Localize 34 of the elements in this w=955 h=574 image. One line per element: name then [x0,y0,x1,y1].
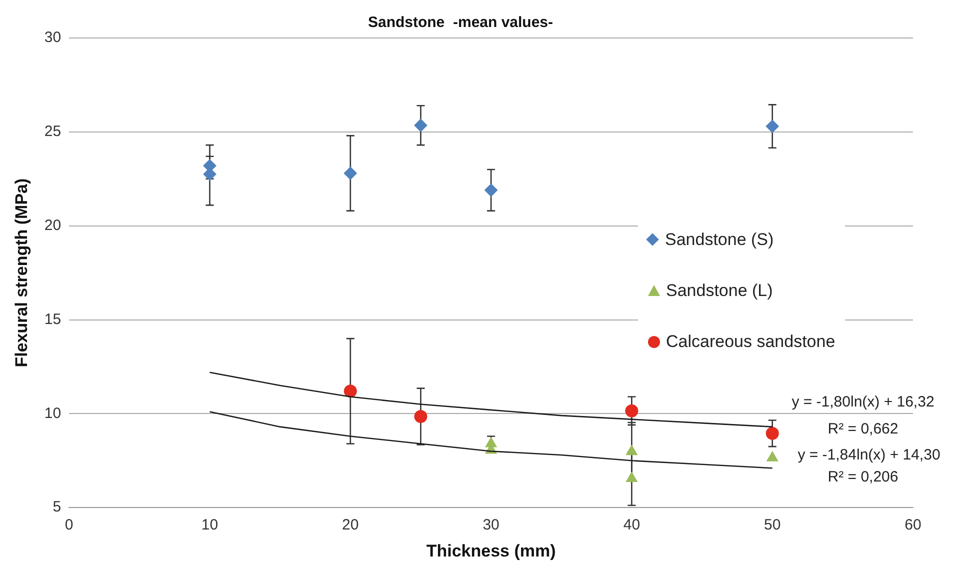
x-tick-label: 0 [64,516,74,534]
x-axis-title: Thickness (mm) [426,541,556,560]
point [414,410,428,423]
point [626,445,638,456]
y-axis-title: Flexural strength (MPa) [12,178,31,368]
annotation: y = -1,84ln(x) + 14,30 [798,446,940,464]
x-tick-label: 20 [342,516,359,534]
point [344,166,357,180]
y-tick-label: 20 [44,216,62,234]
x-tick-label: 30 [482,516,500,534]
point [625,404,638,418]
legend-label: Sandstone (L) [666,280,773,300]
x-tick-label: 60 [904,516,922,534]
point [344,384,357,398]
point [414,118,428,132]
point [484,184,498,197]
point [766,426,779,440]
y-tick-label: 30 [44,29,62,46]
y-tick-label: 5 [52,498,62,516]
chart-title: Sandstone -mean values- [368,14,554,32]
annotation: R² = 0,206 [828,468,898,486]
y-tick-label: 25 [44,123,62,140]
x-tick-label: 50 [764,516,781,534]
point [766,451,778,462]
y-tick-label: 10 [44,404,62,422]
annotation: y = -1,80ln(x) + 16,32 [792,394,934,411]
legend-label: Sandstone (S) [665,230,774,250]
y-tick-label: 15 [44,310,62,328]
point [626,472,638,482]
x-tick-label: 40 [623,516,640,534]
x-tick-label: 10 [201,516,218,534]
legend-label: Calcareous sandstone [666,332,836,352]
point [766,120,779,133]
annotation: R² = 0,662 [828,420,898,438]
